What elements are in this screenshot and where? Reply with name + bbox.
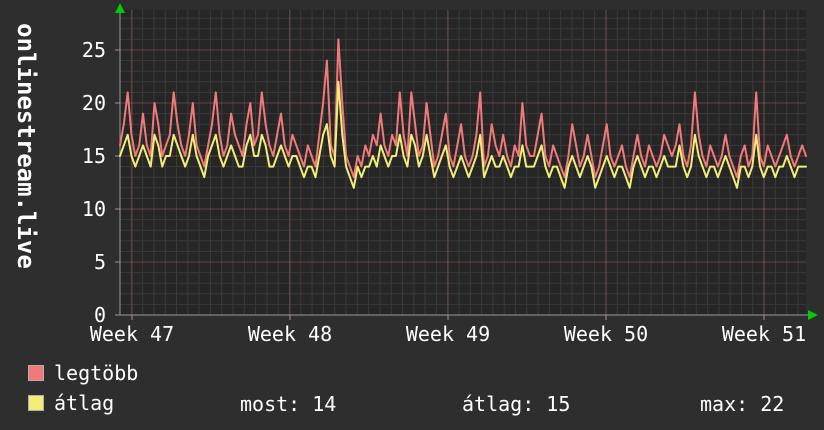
y-tick-label: 0 bbox=[94, 303, 106, 327]
y-tick-label: 5 bbox=[94, 250, 106, 274]
stat-most: most: 14 bbox=[240, 392, 337, 416]
x-tick-label: Week 51 bbox=[722, 322, 806, 346]
y-tick-label: 20 bbox=[82, 91, 106, 115]
stat-atlag: átlag: 15 bbox=[462, 392, 571, 416]
chart-canvas: 0 5 10 15 20 25 Week 47 Week 48 Week 49 Week 50 We… bbox=[82, 3, 818, 346]
x-axis-arrow-icon bbox=[808, 310, 818, 320]
stat-max: max: 22 bbox=[700, 392, 785, 416]
legend-swatch-legtobb-icon bbox=[28, 365, 44, 381]
legend-entry-legtobb: legtöbb bbox=[28, 361, 824, 385]
x-tick-label: Week 47 bbox=[90, 322, 174, 346]
legend-label-legtobb: legtöbb bbox=[54, 361, 139, 385]
series-line-1 bbox=[119, 80, 807, 189]
legend-entry-atlag: átlag bbox=[28, 391, 824, 415]
legend-label-atlag: átlag bbox=[54, 391, 115, 415]
y-tick-label: 15 bbox=[82, 144, 106, 168]
x-tick-label: Week 50 bbox=[564, 322, 648, 346]
y-tick-label: 25 bbox=[82, 38, 106, 62]
legend-swatch-atlag-icon bbox=[28, 395, 44, 411]
y-tick-label: 10 bbox=[82, 197, 106, 221]
x-tick-label: Week 48 bbox=[248, 322, 332, 346]
series-line-0 bbox=[119, 38, 807, 179]
y-axis-arrow-icon bbox=[115, 3, 125, 13]
legend: legtöbb átlag most: 14 átlag: 15 max: 22 bbox=[28, 361, 824, 430]
x-tick-label: Week 49 bbox=[406, 322, 490, 346]
